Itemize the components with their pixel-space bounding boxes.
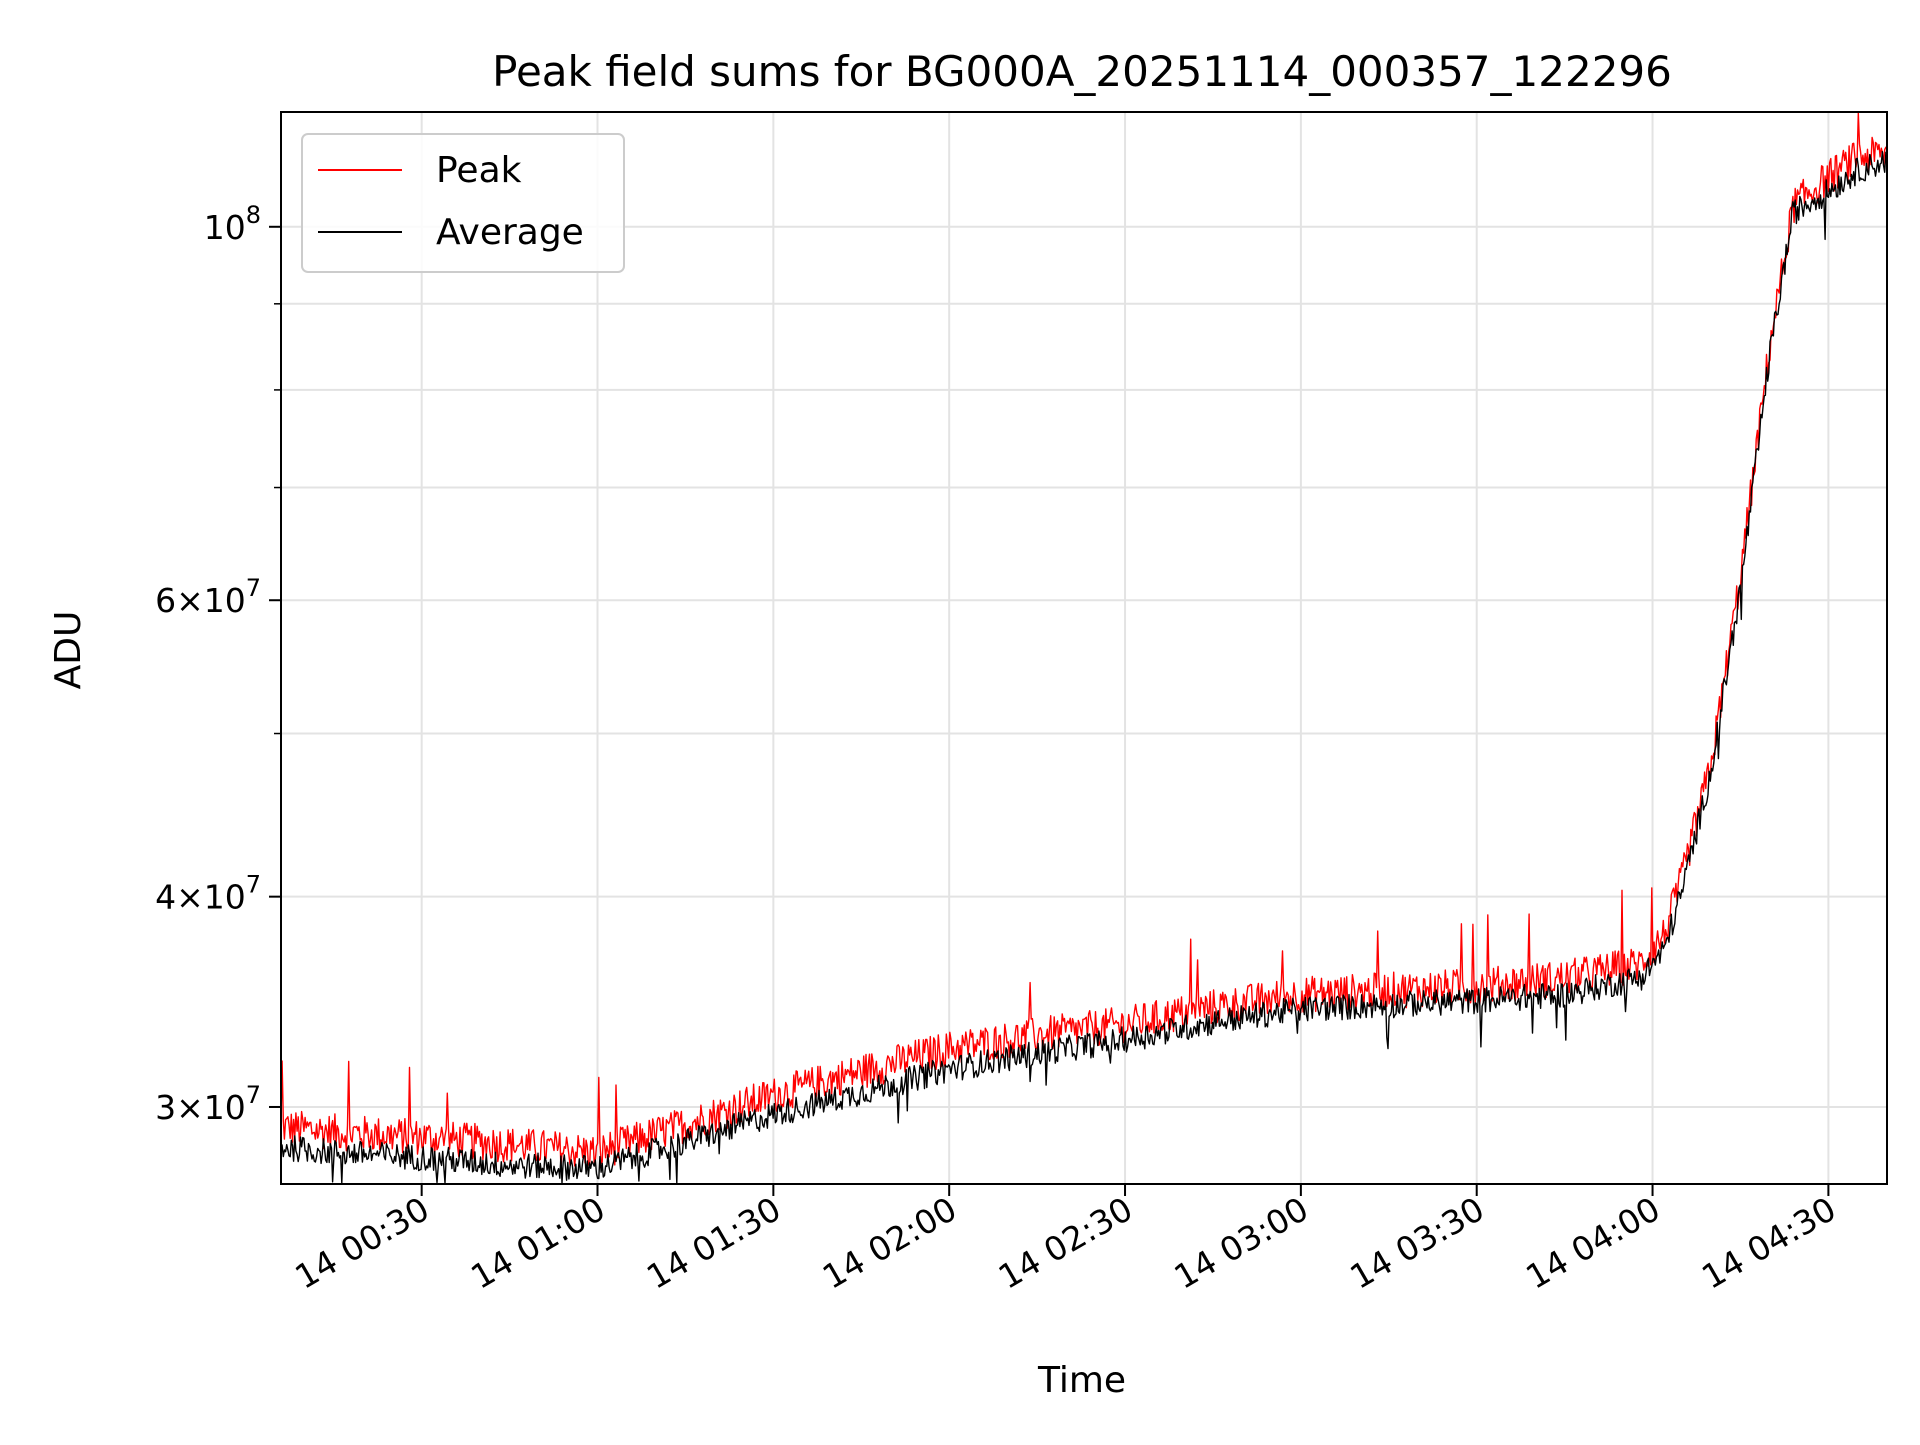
legend-label-peak: Peak bbox=[436, 150, 522, 191]
y-tick-label: 4×107 bbox=[155, 871, 261, 917]
series-lines bbox=[280, 112, 1888, 1184]
x-tick-label: 14 02:00 bbox=[816, 1189, 963, 1297]
gridlines bbox=[281, 112, 1887, 1184]
x-tick-label: 14 01:30 bbox=[640, 1189, 787, 1297]
series-line-average bbox=[280, 151, 1888, 1184]
x-tick-label: 14 04:30 bbox=[1695, 1189, 1842, 1297]
x-tick-label: 14 00:30 bbox=[288, 1189, 435, 1297]
series-line-peak bbox=[280, 112, 1888, 1168]
y-tick-label: 6×107 bbox=[155, 574, 261, 620]
x-axis-label: Time bbox=[1037, 1360, 1126, 1401]
legend: Peak Average bbox=[301, 133, 625, 273]
y-tick-label: 3×107 bbox=[155, 1081, 261, 1127]
x-tick-label: 14 04:00 bbox=[1519, 1189, 1666, 1297]
y-tick-label: 108 bbox=[204, 201, 261, 247]
y-axis-label: ADU bbox=[48, 611, 89, 690]
x-tick-label: 14 01:00 bbox=[464, 1189, 611, 1297]
x-tick-label: 14 03:00 bbox=[1168, 1189, 1315, 1297]
legend-label-average: Average bbox=[436, 212, 584, 253]
plot-frame bbox=[280, 111, 1888, 1185]
x-tick-label: 14 02:30 bbox=[992, 1189, 1139, 1297]
chart-title: Peak field sums for BG000A_20251114_0003… bbox=[492, 47, 1672, 96]
x-tick-label: 14 03:30 bbox=[1343, 1189, 1490, 1297]
legend-box bbox=[301, 133, 625, 273]
